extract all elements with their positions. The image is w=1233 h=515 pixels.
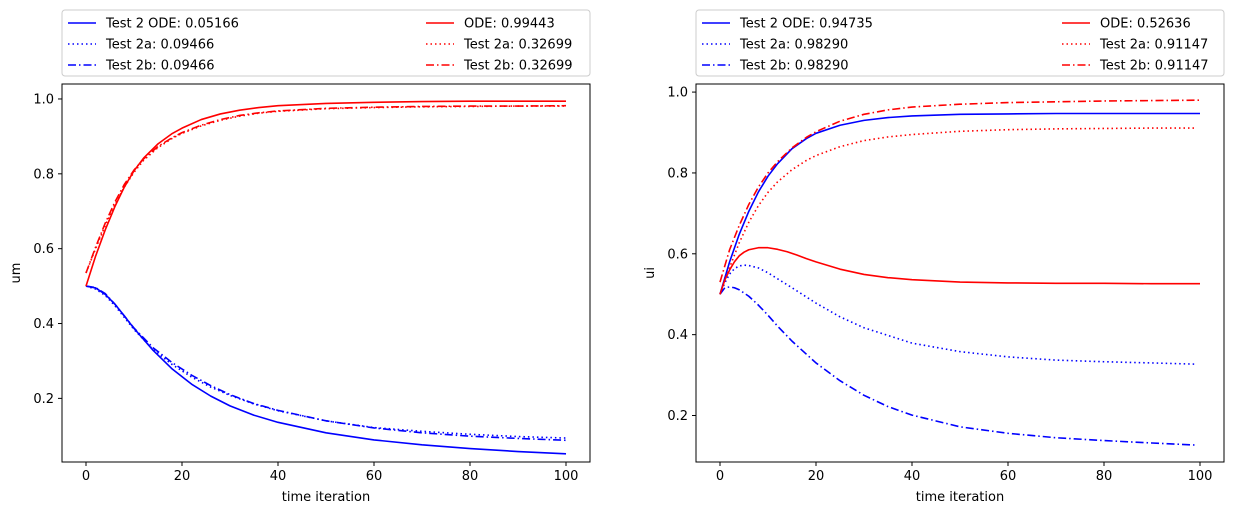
x-ticks-ui: 0 20 40 60 80 100 [716,462,1213,484]
legend-label: Test 2b: 0.98290 [739,59,849,74]
legend-label: Test 2a: 0.91147 [1099,38,1208,53]
y-tick-label: 0.2 [33,392,54,407]
y-tick-label: 0.6 [33,242,54,257]
series-line-5 [719,127,1196,295]
axes-frame [61,83,591,463]
series-line-6 [719,99,1201,283]
series-line-1 [85,285,567,455]
y-axis-label-um: um [9,263,24,284]
series-line-3 [719,286,1196,446]
plot-area-um [61,83,591,463]
series-line-5 [85,105,566,274]
series-line-2 [85,285,567,439]
legend-label: ODE: 0.99443 [464,17,555,32]
legend-label: Test 2a: 0.32699 [463,38,572,53]
legend-label: Test 2b: 0.32699 [463,59,573,74]
plot-area-ui [695,83,1225,463]
series-line-6 [85,104,567,274]
series-line-4 [719,246,1200,295]
series-line-2 [719,264,1196,365]
x-axis-label-ui: time iteration [916,490,1004,505]
legend-box [695,9,1225,77]
y-ticks-um: 0.2 0.4 0.6 0.8 1.0 [33,92,62,407]
series-line-4 [85,100,566,287]
legend-label: Test 2 ODE: 0.94735 [739,17,873,32]
legend-label: Test 2a: 0.98290 [739,38,848,53]
x-tick-label: 40 [270,469,287,484]
y-tick-label: 1.0 [33,92,54,107]
y-axis-label-ui: ui [643,267,658,279]
x-tick-label: 80 [462,469,479,484]
axes-frame [695,83,1225,463]
y-tick-label: 0.6 [667,247,688,262]
legend-box [61,9,591,77]
legend-ui: Test 2 ODE: 0.94735 Test 2a: 0.98290 Test … [695,9,1225,77]
x-tick-label: 20 [808,469,825,484]
x-tick-label: 0 [716,469,724,484]
y-ticks-ui: 0.2 0.4 0.6 0.8 1.0 [667,86,696,424]
legend-label: Test 2 ODE: 0.05166 [105,17,239,32]
x-ticks-um: 0 20 40 60 80 100 [82,462,579,484]
y-tick-label: 0.8 [33,167,54,182]
legend-um: Test 2 ODE: 0.05166 Test 2a: 0.09466 Test … [61,9,591,77]
x-axis-label-um: time iteration [282,490,370,505]
legend-label: Test 2a: 0.09466 [105,38,214,53]
legend-label: Test 2b: 0.09466 [105,59,215,74]
series-line-1 [719,112,1200,295]
x-tick-label: 60 [366,469,383,484]
series-line-3 [85,285,567,442]
x-tick-label: 100 [1188,469,1213,484]
y-tick-label: 0.4 [667,328,688,343]
x-tick-label: 80 [1096,469,1113,484]
y-tick-label: 0.8 [667,166,688,181]
y-tick-label: 0.4 [33,317,54,332]
y-tick-label: 0.2 [667,409,688,424]
y-tick-label: 1.0 [667,86,688,101]
x-tick-label: 100 [554,469,579,484]
x-tick-label: 20 [174,469,191,484]
x-tick-label: 0 [82,469,90,484]
legend-label: Test 2b: 0.91147 [1099,59,1209,74]
x-tick-label: 40 [904,469,921,484]
legend-label: ODE: 0.52636 [1100,17,1191,32]
chart-um: Test 2 ODE: 0.05166 Test 2a: 0.09466 Test … [9,9,591,505]
x-tick-label: 60 [1000,469,1017,484]
chart-ui: Test 2 ODE: 0.94735 Test 2a: 0.98290 Test … [643,9,1225,505]
